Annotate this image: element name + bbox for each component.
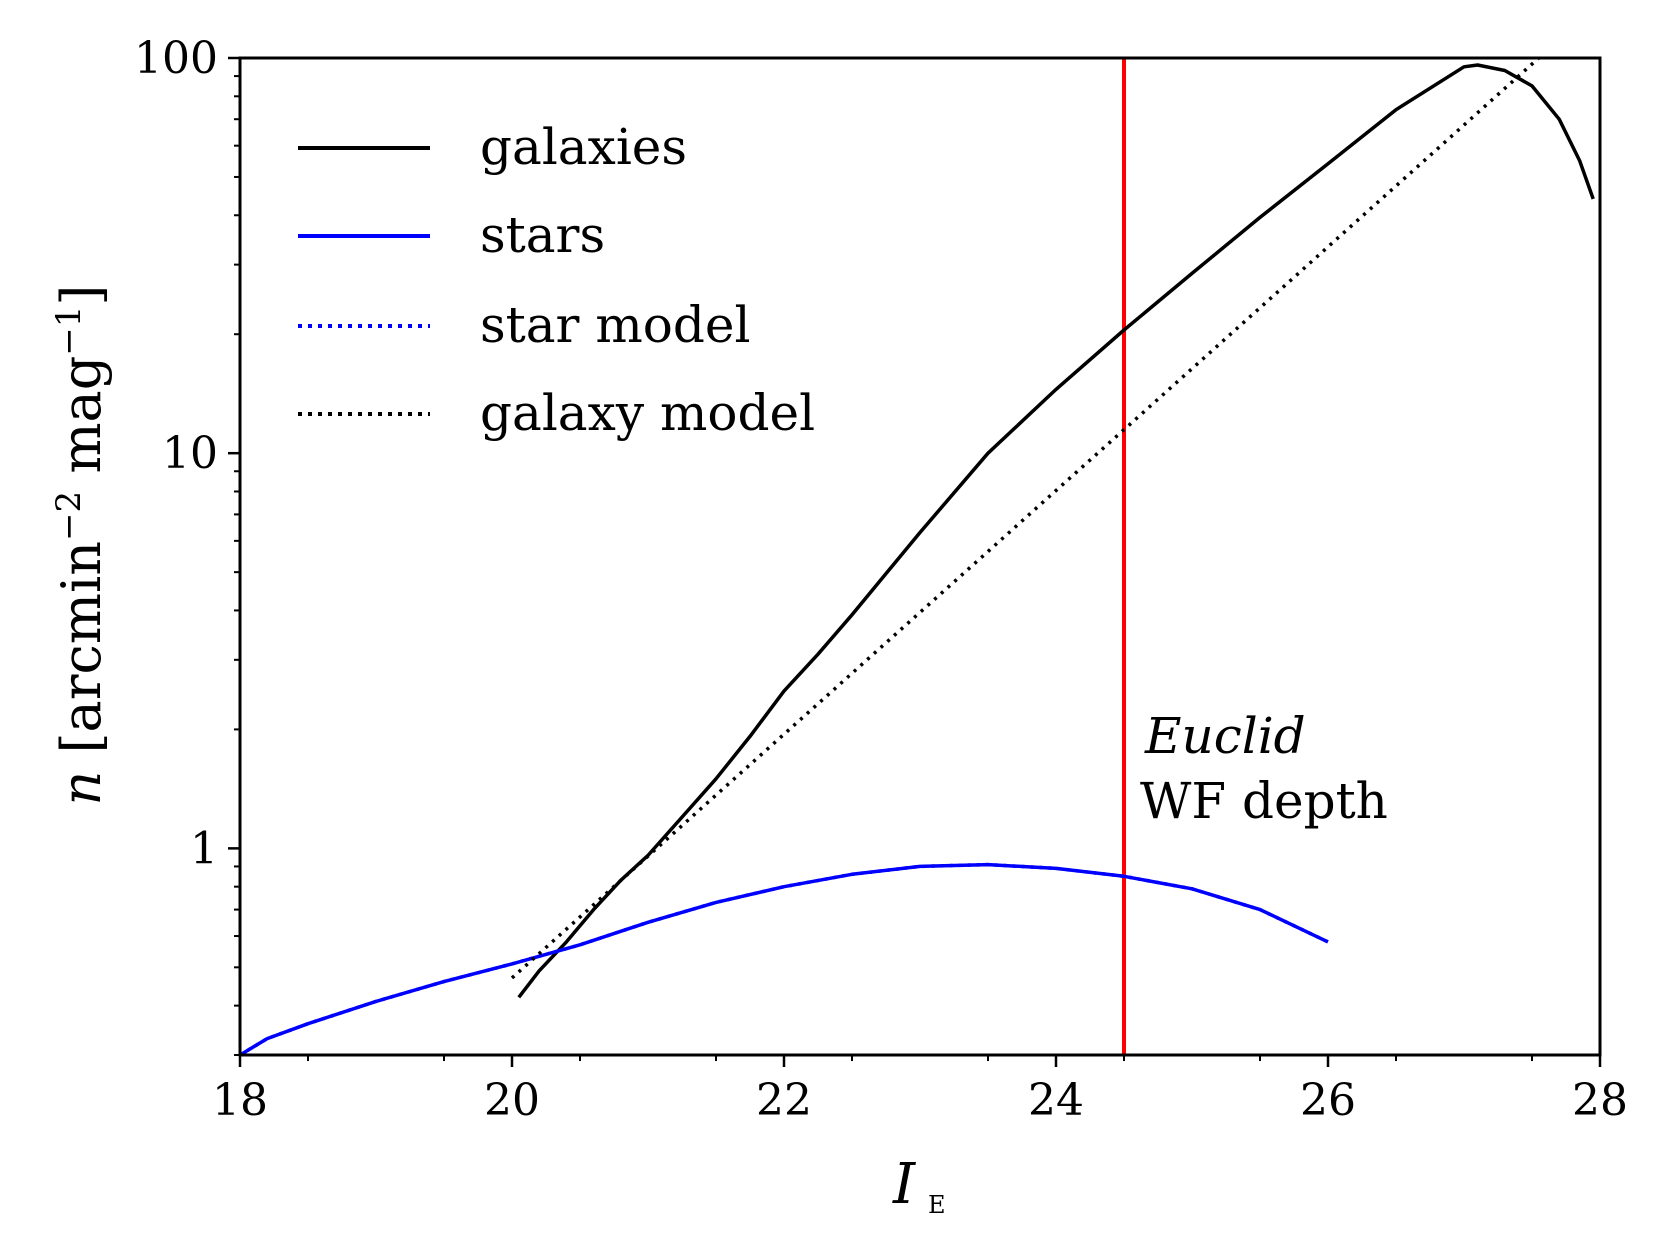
x-axis-label-main: I <box>892 1152 917 1217</box>
legend-label-galaxy-model: galaxy model <box>480 384 815 442</box>
axes-frame <box>238 56 1602 1057</box>
y-tick-label: 10 <box>162 428 218 479</box>
y-label-mid: mag <box>50 356 113 474</box>
legend-label-galaxies: galaxies <box>480 118 687 176</box>
y-label-open: [arcmin <box>50 541 113 754</box>
plot-lines <box>240 58 1595 1055</box>
series-stars <box>240 862 1329 1055</box>
legend: galaxies stars star model galaxy model <box>298 118 815 442</box>
y-label-close: ] <box>50 285 113 306</box>
y-label-var: n <box>50 771 113 806</box>
x-tick-label: 24 <box>1028 1075 1084 1126</box>
series-galaxies <box>517 63 1595 999</box>
annotation-wf-depth: WF depth <box>1140 772 1388 830</box>
series-star-model <box>240 862 1329 1055</box>
y-label-exp2: −1 <box>49 306 89 356</box>
x-axis-label-subscript: E <box>928 1191 946 1219</box>
series-galaxy-model <box>510 58 1540 980</box>
x-tick-label: 22 <box>756 1075 812 1126</box>
x-tick-label: 20 <box>484 1075 540 1126</box>
y-tick-label: 1 <box>190 823 218 874</box>
x-tick-label: 26 <box>1300 1075 1356 1126</box>
x-axis-label: I E <box>892 1152 946 1219</box>
x-tick-label: 18 <box>212 1075 268 1126</box>
y-axis-label: n [arcmin−2 mag−1] <box>30 285 113 806</box>
ticks: 18 20 22 24 26 28 1 10 100 <box>134 33 1628 1126</box>
y-axis-label-text: n [arcmin−2 mag−1] <box>30 285 113 806</box>
y-label-exp1: −2 <box>49 491 89 541</box>
annotation-euclid: Euclid <box>1144 707 1306 765</box>
legend-label-stars: stars <box>480 206 605 264</box>
legend-label-star-model: star model <box>480 296 750 354</box>
y-tick-label: 100 <box>134 33 218 84</box>
x-tick-label: 28 <box>1572 1075 1628 1126</box>
